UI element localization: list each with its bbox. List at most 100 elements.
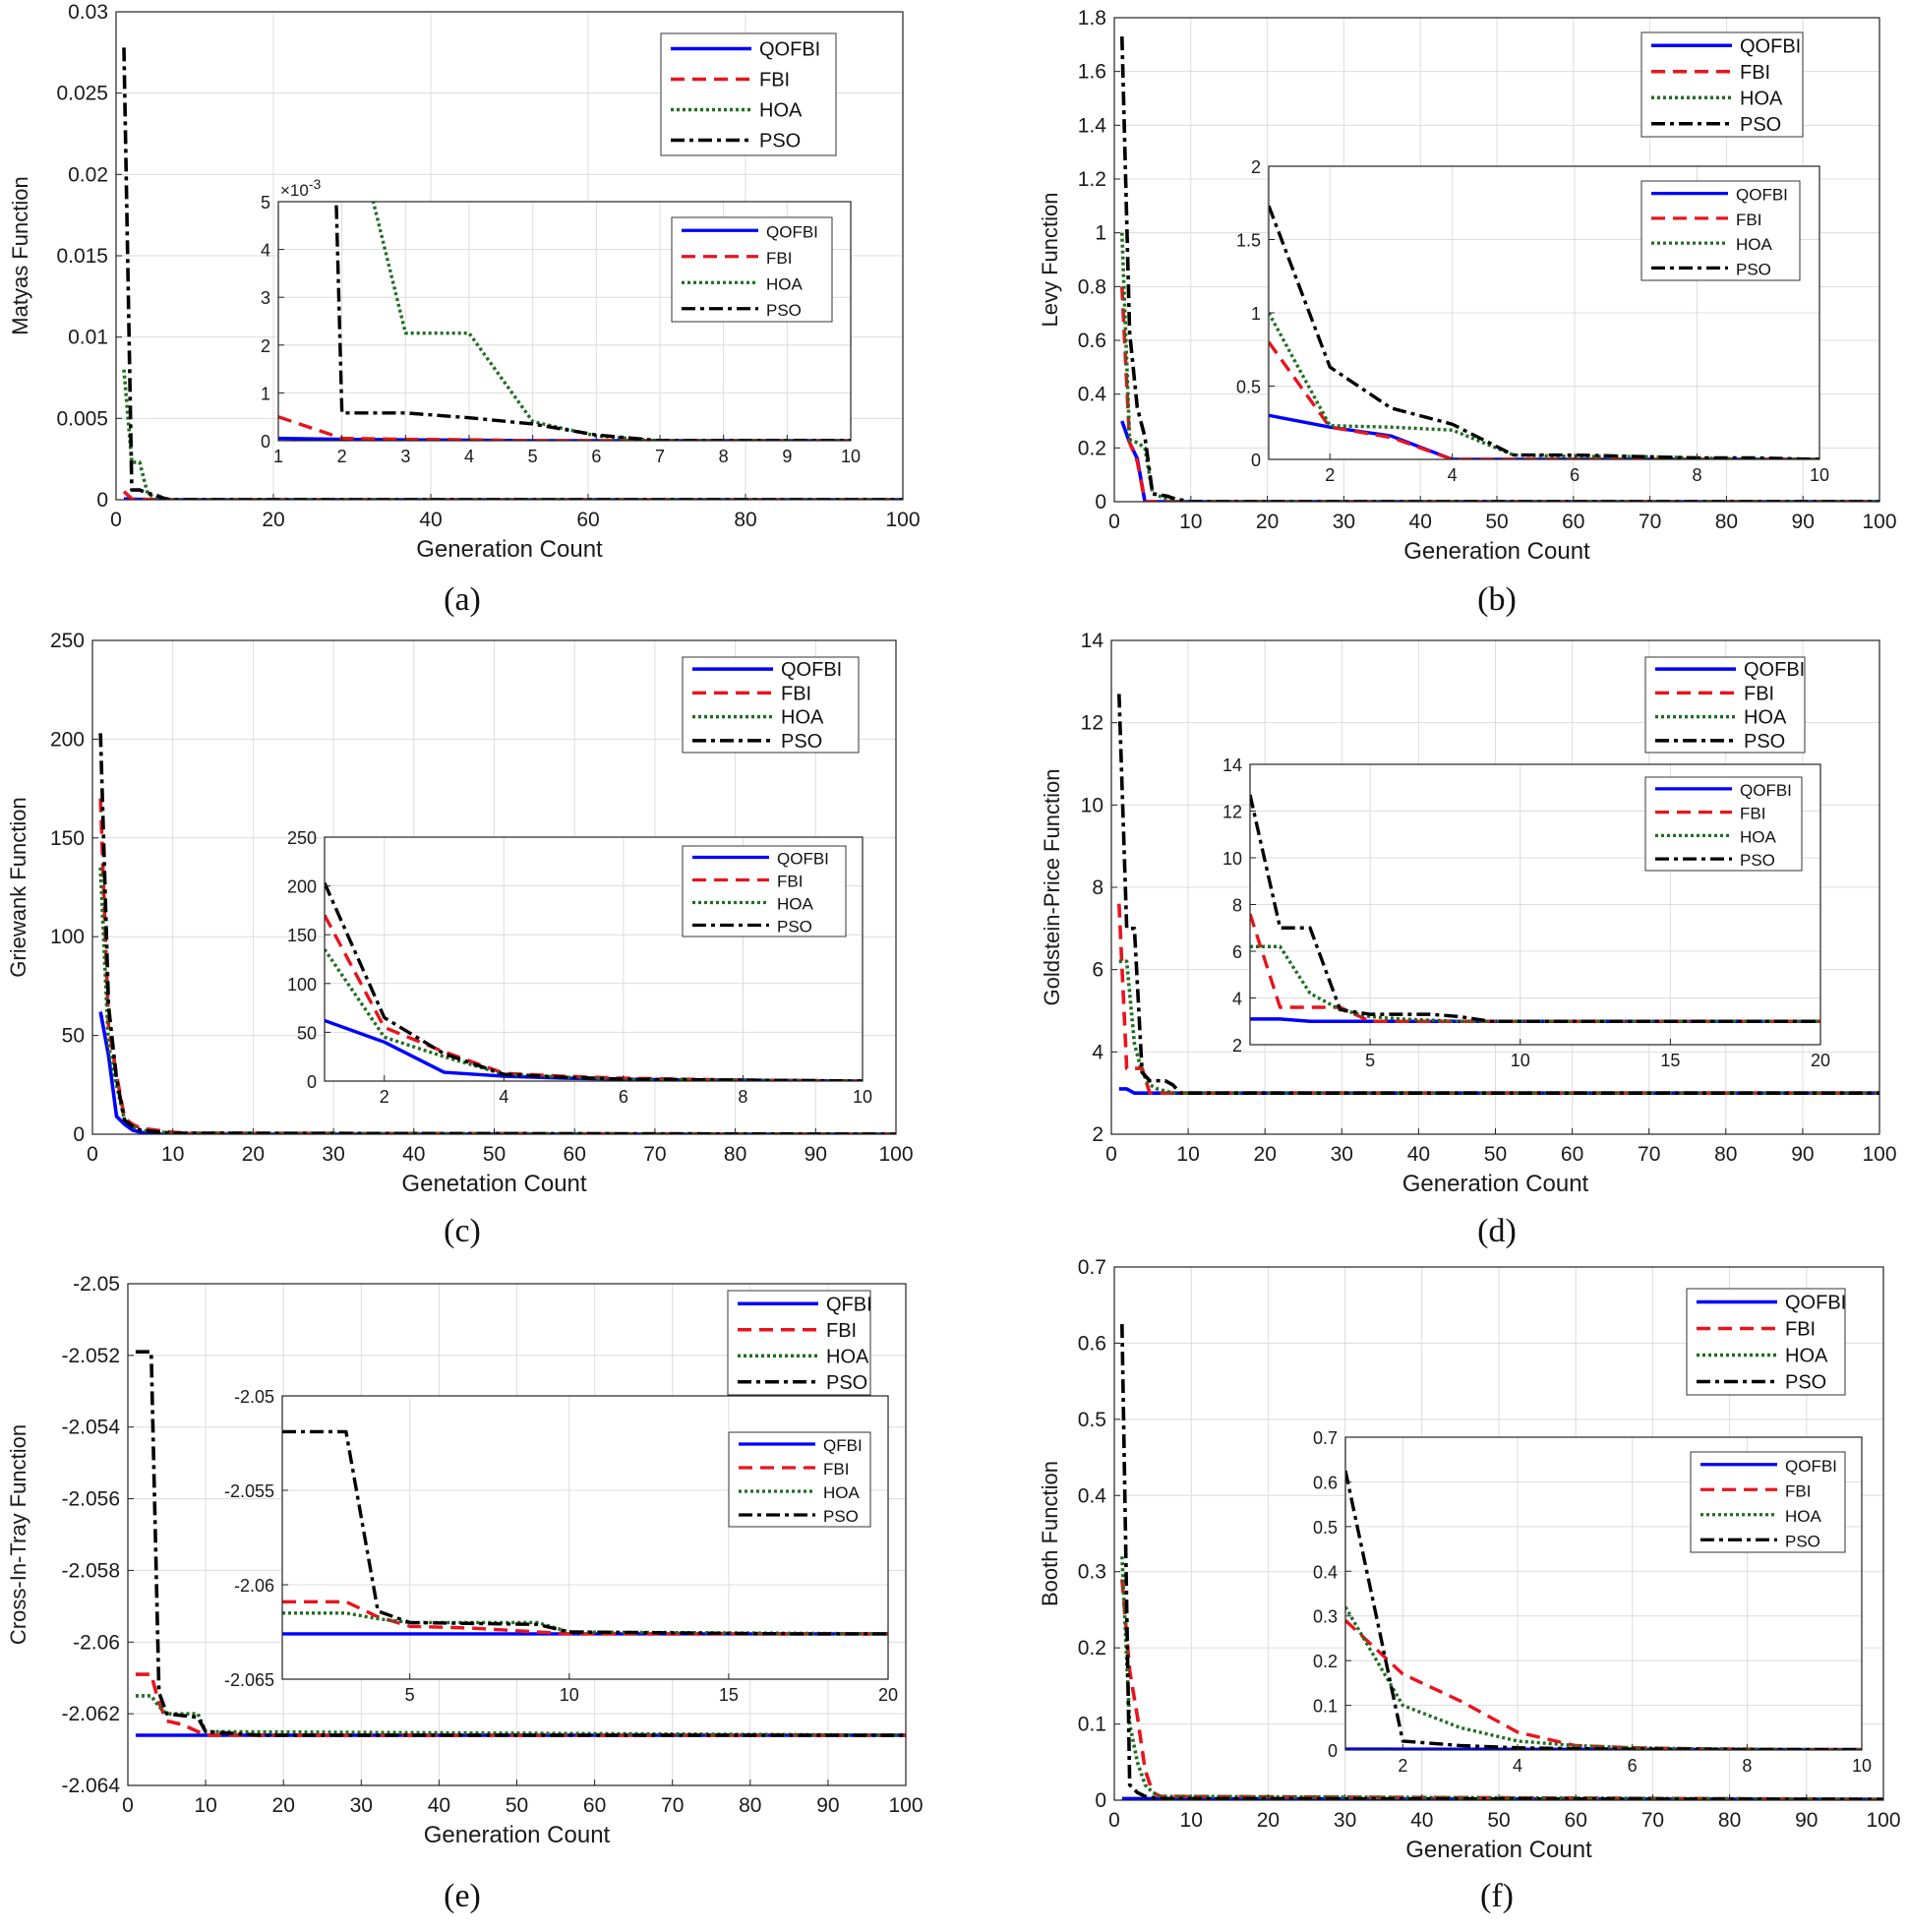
y-tick-label: 0.8: [1078, 275, 1106, 298]
inset-legend-label-qofbi: QOFBI: [1785, 1457, 1837, 1476]
inset-y-tick-label: 1.5: [1236, 231, 1261, 251]
inset-x-tick-label: 15: [719, 1685, 739, 1705]
inset-panel-d: 5 10 15 20 2 4 6 8 10 12 14 QOFBI FBI HOA PSO: [1222, 755, 1830, 1070]
y-tick-label: 0: [96, 489, 108, 512]
inset-legend-box: [1644, 776, 1803, 872]
legend-label-hoa: HOA: [781, 707, 824, 729]
x-tick-label: 60: [564, 1143, 586, 1166]
y-tick-label: 0.03: [68, 1, 108, 24]
inset-series-line-hoa: [1269, 312, 1819, 459]
y-tick-label: 150: [50, 827, 85, 850]
y-tick-label: 10: [1081, 794, 1103, 816]
x-tick-label: 0: [110, 509, 122, 531]
y-axis-label: Goldstein-Price Function: [1040, 769, 1064, 1006]
y-tick-label: 6: [1092, 959, 1103, 982]
y-tick-label: 0.4: [1078, 1484, 1107, 1507]
inset-x-tick-label: 10: [1852, 1756, 1872, 1776]
x-tick-label: 20: [1257, 1809, 1280, 1832]
x-axis-label: Generation Count: [1402, 1171, 1589, 1197]
inset-legend-box: [682, 845, 847, 937]
inset-y-tick-label: 2: [261, 336, 270, 356]
x-axis-label: Generation Count: [416, 536, 603, 563]
x-tick-label: 0: [1105, 1143, 1117, 1166]
x-tick-label: 100: [1862, 1143, 1896, 1166]
inset-y-tick-label: 0: [307, 1072, 317, 1092]
x-tick-label: 80: [734, 509, 756, 531]
inset-y-tick-label: -2.06: [234, 1576, 274, 1596]
x-tick-label: 60: [583, 1794, 606, 1817]
inset-legend-label-pso: PSO: [823, 1507, 859, 1526]
inset-x-tick-label: 4: [1513, 1756, 1522, 1776]
inset-legend-label-pso: PSO: [777, 918, 812, 936]
legend-label-fbi: FBI: [826, 1320, 857, 1342]
inset-legend-label-fbi: FBI: [1740, 805, 1765, 823]
x-tick-label: 90: [1791, 1143, 1814, 1166]
inset-legend-label-pso: PSO: [1785, 1532, 1820, 1550]
x-tick-label: 0: [1108, 1809, 1120, 1832]
inset-x-tick-label: 2: [380, 1087, 389, 1107]
y-tick-label: 0.1: [1078, 1714, 1106, 1736]
inset-x-tick-label: 20: [878, 1685, 898, 1705]
y-axis-label: Griewank Function: [6, 797, 30, 977]
series-line-fbi: [122, 490, 903, 500]
inset-legend-label-hoa: HOA: [823, 1483, 861, 1502]
x-tick-label: 30: [1334, 1809, 1356, 1832]
inset-legend-label-pso: PSO: [1740, 851, 1775, 870]
y-tick-label: 12: [1081, 712, 1103, 735]
series-line-hoa: [1120, 1556, 1883, 1800]
y-axis-label: Levy Function: [1038, 193, 1062, 328]
x-tick-label: 30: [350, 1794, 373, 1817]
legend-box: [727, 1290, 871, 1396]
inset-y-tick-label: 1: [261, 384, 270, 403]
legend-label-hoa: HOA: [826, 1346, 869, 1367]
series-line-hoa: [1119, 232, 1879, 502]
y-tick-label: 0.01: [68, 327, 108, 349]
inset-y-tick-label: -2.05: [234, 1387, 274, 1407]
x-tick-label: 60: [576, 509, 599, 531]
panel-caption: (f): [1480, 1878, 1514, 1914]
inset-panel-e: 5 10 15 20 -2.065 -2.06 -2.055 -2.05 QFBI FBI HOA P…: [224, 1387, 898, 1705]
inset-x-tick-label: 5: [1365, 1051, 1375, 1070]
inset-y-tick-label: 4: [261, 241, 270, 261]
legend-label-fbi: FBI: [759, 70, 790, 91]
legend-label-qofbi: QOFBI: [781, 659, 842, 681]
inset-y-tick-label: 0.1: [1313, 1697, 1338, 1717]
inset-x-tick-label: 8: [1742, 1756, 1752, 1776]
legend-label-fbi: FBI: [781, 683, 811, 704]
y-tick-label: 8: [1092, 876, 1103, 899]
x-tick-label: 40: [1409, 511, 1432, 533]
inset-y-tick-label: 200: [287, 877, 317, 897]
inset-legend-label-pso: PSO: [1736, 260, 1771, 278]
y-tick-label: 1.2: [1078, 168, 1106, 191]
x-tick-label: 10: [1180, 1809, 1203, 1832]
x-tick-label: 90: [816, 1794, 839, 1817]
x-tick-label: 70: [643, 1143, 666, 1166]
x-axis-label: Generation Count: [424, 1822, 611, 1848]
series-line-pso: [135, 1350, 906, 1737]
y-tick-label: 0: [73, 1123, 85, 1146]
inset-x-tick-label: 2: [1325, 465, 1335, 485]
legend-label-qofbi: QOFBI: [1785, 1293, 1846, 1314]
x-tick-label: 100: [878, 1143, 913, 1166]
panel-e: 0 10 20 30 40 50 60 70 80 90 100 -2.064 -2.062 -2.06 -…: [6, 1273, 924, 1914]
x-axis-label: Genetation Count: [401, 1171, 586, 1197]
series-line-pso: [122, 47, 903, 500]
y-tick-label: 1.8: [1078, 7, 1106, 30]
legend-label-qofbi: QOFBI: [1744, 659, 1805, 681]
legend-label-pso: PSO: [781, 731, 822, 753]
y-tick-label: -2.054: [61, 1417, 120, 1439]
x-axis-label: Generation Count: [1403, 538, 1590, 565]
inset-legend-label-qofbi: QOFBI: [1740, 781, 1792, 800]
series-line-fbi: [1119, 286, 1879, 502]
inset-legend-box: [728, 1431, 871, 1528]
y-tick-label: 0.6: [1078, 1332, 1106, 1355]
inset-legend-label-fbi: FBI: [1736, 211, 1761, 229]
inset-series-line-pso: [334, 202, 851, 441]
y-tick-label: -2.05: [73, 1273, 120, 1296]
x-tick-label: 10: [1176, 1143, 1199, 1166]
inset-legend-label-fbi: FBI: [823, 1460, 849, 1479]
legend-label-hoa: HOA: [759, 100, 803, 122]
x-tick-label: 100: [885, 509, 920, 531]
